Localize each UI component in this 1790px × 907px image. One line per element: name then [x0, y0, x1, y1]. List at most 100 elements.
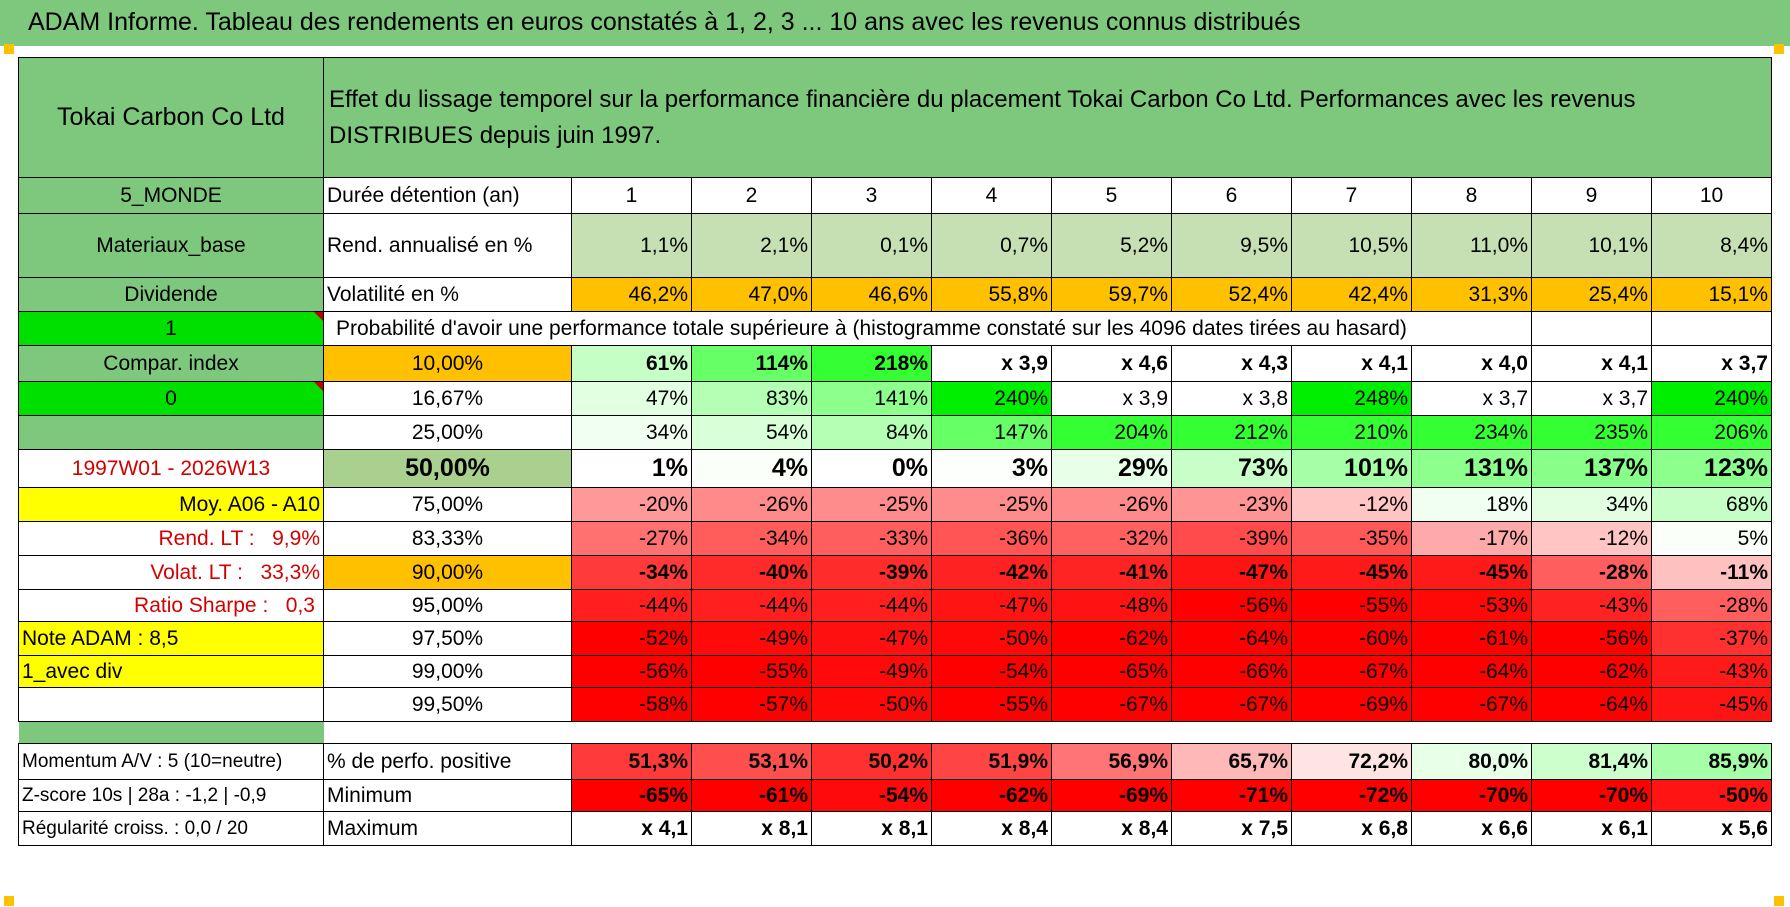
percentile-cell: 50,00% [323, 449, 572, 488]
value-cell: x 5,6 [1651, 811, 1772, 846]
corner-marker [4, 44, 14, 54]
value-cell: -23% [1171, 487, 1292, 522]
value-cell: -36% [931, 521, 1052, 556]
corner-marker [1774, 896, 1784, 906]
corner-marker [4, 896, 14, 906]
volat-label: Volatilité en % [323, 277, 572, 312]
year-header: 3 [811, 177, 932, 214]
value-cell: 210% [1291, 415, 1412, 450]
value-cell: 65,7% [1171, 743, 1292, 780]
value-cell: 51,3% [571, 743, 692, 780]
value-cell: -65% [571, 779, 692, 812]
adam-note: Note ADAM : 8,5 [18, 621, 324, 656]
value-cell: 10,1% [1531, 213, 1652, 278]
sector-label: Materiaux_base [18, 213, 324, 278]
value-cell: 248% [1291, 381, 1412, 416]
value-cell: 0% [811, 449, 932, 488]
value-cell: x 8,4 [931, 811, 1052, 846]
value-cell: 8,4% [1651, 213, 1772, 278]
percentile-cell: 75,00% [323, 487, 572, 522]
value-cell: x 4,6 [1051, 345, 1172, 382]
value-cell: 204% [1051, 415, 1172, 450]
rend-lt: Rend. LT : 9,9% [18, 521, 324, 556]
value-cell: -55% [691, 655, 812, 688]
value-cell: x 6,8 [1291, 811, 1412, 846]
value-cell: -32% [1051, 521, 1172, 556]
value-cell: x 3,8 [1171, 381, 1292, 416]
percentile-cell: 10,00% [323, 345, 572, 382]
value-cell: -25% [811, 487, 932, 522]
sharpe: Ratio Sharpe : 0,3 [18, 589, 324, 622]
value-cell: -57% [691, 687, 812, 722]
value-cell: 3% [931, 449, 1052, 488]
value-cell: -26% [691, 487, 812, 522]
value-cell: -62% [1531, 655, 1652, 688]
value-cell: -40% [691, 555, 812, 590]
value-cell: 10,5% [1291, 213, 1412, 278]
value-cell: -50% [1651, 779, 1772, 812]
probability-title: Probabilité d'avoir une performance tota… [323, 311, 1532, 346]
corner-marker [1774, 44, 1784, 54]
value-cell: 206% [1651, 415, 1772, 450]
value-cell: -25% [931, 487, 1052, 522]
value-cell: -47% [811, 621, 932, 656]
year-header: 4 [931, 177, 1052, 214]
year-header: 2 [691, 177, 812, 214]
value-cell: -67% [1051, 687, 1172, 722]
separator [324, 722, 1772, 744]
min-label: Minimum [323, 779, 572, 812]
value-cell: -64% [1411, 655, 1532, 688]
value-cell: -27% [571, 521, 692, 556]
prob-row: 25,00% 34% 54% 84% 147% 204% 212% 210% 234% 235% 2… [18, 415, 1772, 450]
percentile-cell: 16,67% [323, 381, 572, 416]
value-cell: -50% [931, 621, 1052, 656]
value-cell: 218% [811, 345, 932, 382]
prob-row: Rend. LT : 9,9% 83,33% -27% -34% -33% -36% -3… [18, 521, 1772, 556]
value-cell: -67% [1411, 687, 1532, 722]
rend-label: Rend. annualisé en % [323, 213, 572, 278]
value-cell: 212% [1171, 415, 1292, 450]
prob-row: 0 16,67% 47% 83% 141% 240% x 3,9 x 3,8 248% x 3,… [18, 381, 1772, 416]
empty-cell [1531, 311, 1652, 346]
value-cell: 11,0% [1411, 213, 1532, 278]
value-cell: 25,4% [1531, 277, 1652, 312]
table-description: Effet du lissage temporel sur la perform… [323, 57, 1772, 178]
value-cell: x 3,7 [1531, 381, 1652, 416]
momentum-label: Momentum A/V : 5 (10=neutre) [18, 743, 324, 780]
value-cell: 114% [691, 345, 812, 382]
value-cell: 147% [931, 415, 1052, 450]
value-cell: 42,4% [1291, 277, 1412, 312]
performance-table: Tokai Carbon Co Ltd Effet du lissage tem… [18, 57, 1772, 846]
value-cell: -11% [1651, 555, 1772, 590]
value-cell: -55% [931, 687, 1052, 722]
value-cell: 50,2% [811, 743, 932, 780]
value-cell: x 8,4 [1051, 811, 1172, 846]
type-label: Dividende [18, 277, 324, 312]
value-cell: -60% [1291, 621, 1412, 656]
zscore-label: Z-score 10s | 28a : -1,2 | -0,9 [18, 779, 324, 812]
value-cell: -62% [931, 779, 1052, 812]
value-cell: -56% [571, 655, 692, 688]
value-cell: 5% [1651, 521, 1772, 556]
value-cell: 72,2% [1291, 743, 1412, 780]
max-label: Maximum [323, 811, 572, 846]
value-cell: -54% [931, 655, 1052, 688]
value-cell: -43% [1651, 655, 1772, 688]
value-cell: 2,1% [691, 213, 812, 278]
value-cell: 47,0% [691, 277, 812, 312]
value-cell: -64% [1531, 687, 1652, 722]
value-cell: -49% [691, 621, 812, 656]
value-cell: -47% [1171, 555, 1292, 590]
value-cell: 47% [571, 381, 692, 416]
value-cell: x 4,1 [1291, 345, 1412, 382]
value-cell: 34% [571, 415, 692, 450]
value-cell: 55,8% [931, 277, 1052, 312]
value-cell: -12% [1531, 521, 1652, 556]
value-cell: -17% [1411, 521, 1532, 556]
moy-label: Moy. A06 - A10 [18, 487, 324, 522]
value-cell: 29% [1051, 449, 1172, 488]
years-label: Durée détention (an) [323, 177, 572, 214]
value-cell: -61% [691, 779, 812, 812]
value-cell: x 4,1 [571, 811, 692, 846]
value-cell: -71% [1171, 779, 1292, 812]
